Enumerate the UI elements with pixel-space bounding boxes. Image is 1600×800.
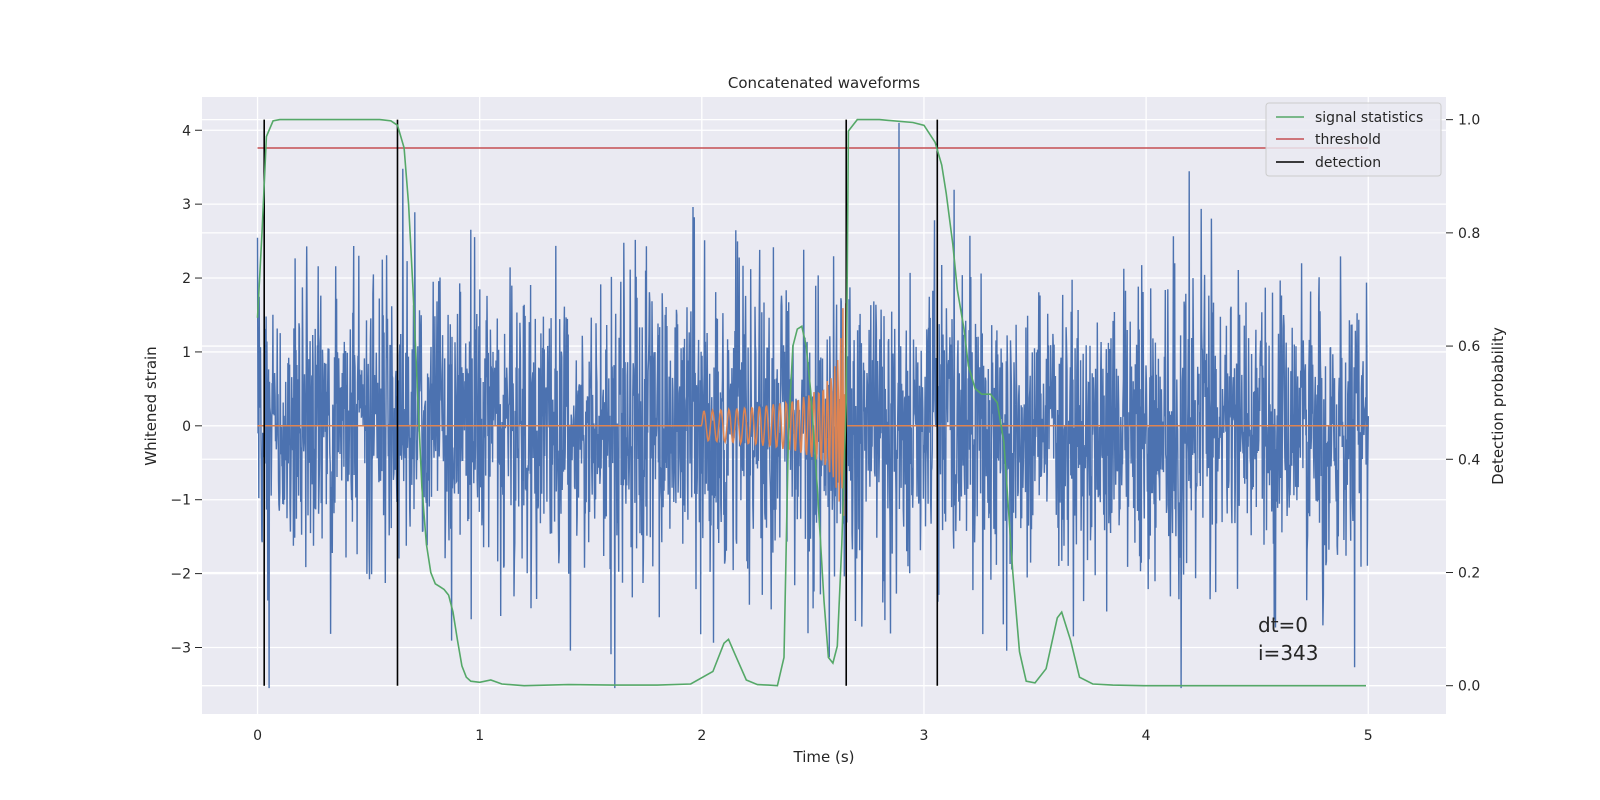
x-tick-label: 1 <box>475 728 484 744</box>
y-right-tick-label: 0.0 <box>1458 679 1480 695</box>
x-tick-label: 5 <box>1364 728 1373 744</box>
y-left-tick-label: 1 <box>182 345 191 361</box>
legend: signal statistics threshold detection <box>1265 102 1442 177</box>
y-left-tick-label: −3 <box>170 640 191 656</box>
y-left-tick-label: 2 <box>182 271 191 287</box>
y-left-axis-label: Whitened strain <box>142 346 160 465</box>
legend-label-threshold: threshold <box>1315 132 1381 148</box>
y-right-tick-label: 1.0 <box>1458 113 1480 129</box>
y-left-tick-label: 4 <box>182 123 191 139</box>
y-right-tick-label: 0.6 <box>1458 339 1480 355</box>
signal-statistics-line <box>256 118 1366 687</box>
y-right-tick-label: 0.2 <box>1458 565 1480 581</box>
y-right-axis-ticks: 0.0 0.2 0.4 0.6 0.8 1.0 <box>1446 113 1480 695</box>
y-left-tick-label: 3 <box>182 197 191 213</box>
annotation-iteration: i=343 <box>1258 641 1319 665</box>
chart-title: Concatenated waveforms <box>728 74 920 92</box>
legend-box <box>1265 102 1442 177</box>
x-tick-label: 2 <box>697 728 706 744</box>
y-right-tick-label: 0.8 <box>1458 226 1480 242</box>
legend-label-signal-statistics: signal statistics <box>1315 110 1423 126</box>
annotation-dt: dt=0 <box>1258 613 1308 637</box>
x-tick-label: 4 <box>1142 728 1151 744</box>
whitened-strain-line <box>256 122 1369 689</box>
y-left-tick-label: −1 <box>170 493 191 509</box>
legend-label-detection: detection <box>1315 155 1381 171</box>
x-axis-ticks: 0 1 2 3 4 5 <box>253 728 1373 744</box>
y-left-axis-ticks: −3 −2 −1 0 1 2 3 4 <box>170 123 202 656</box>
x-axis-label: Time (s) <box>793 748 855 766</box>
y-left-tick-label: −2 <box>170 567 191 583</box>
x-tick-label: 0 <box>253 728 262 744</box>
y-left-tick-label: 0 <box>182 419 191 435</box>
y-right-axis-label: Detection probability <box>1489 327 1507 485</box>
x-tick-label: 3 <box>920 728 929 744</box>
y-right-tick-label: 0.4 <box>1458 452 1480 468</box>
